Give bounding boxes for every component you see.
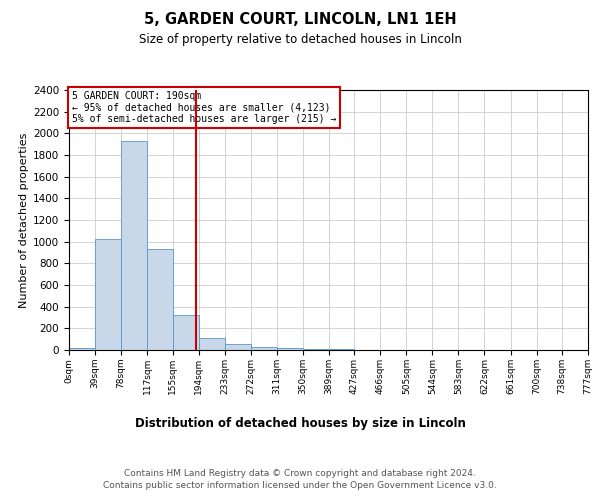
Text: Contains HM Land Registry data © Crown copyright and database right 2024.
Contai: Contains HM Land Registry data © Crown c… xyxy=(103,468,497,490)
Bar xyxy=(121,141,147,350)
Text: Distribution of detached houses by size in Lincoln: Distribution of detached houses by size … xyxy=(134,418,466,430)
Text: 5 GARDEN COURT: 190sqm
← 95% of detached houses are smaller (4,123)
5% of semi-d: 5 GARDEN COURT: 190sqm ← 95% of detached… xyxy=(71,92,336,124)
Bar xyxy=(277,348,303,350)
Bar xyxy=(251,348,277,350)
Text: Size of property relative to detached houses in Lincoln: Size of property relative to detached ho… xyxy=(139,32,461,46)
Bar xyxy=(95,240,121,350)
Bar xyxy=(147,249,173,350)
Bar xyxy=(224,344,251,350)
Y-axis label: Number of detached properties: Number of detached properties xyxy=(19,132,29,308)
Bar xyxy=(303,349,329,350)
Bar xyxy=(173,316,199,350)
Bar xyxy=(69,348,95,350)
Text: 5, GARDEN COURT, LINCOLN, LN1 1EH: 5, GARDEN COURT, LINCOLN, LN1 1EH xyxy=(143,12,457,28)
Bar xyxy=(199,338,224,350)
